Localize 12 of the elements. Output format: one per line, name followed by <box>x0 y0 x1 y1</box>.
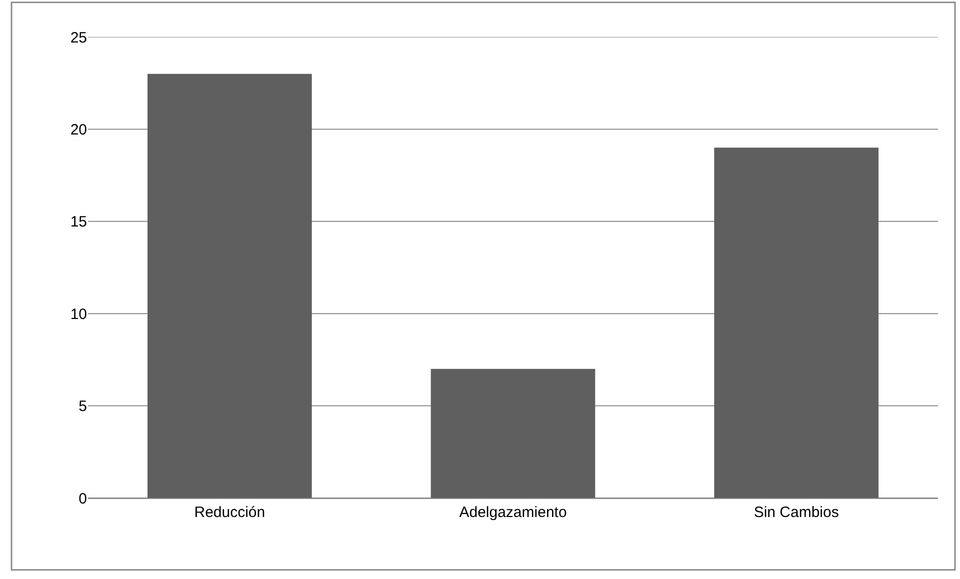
x-tick-label: Sin Cambios <box>754 504 839 521</box>
y-tick-label: 25 <box>70 29 87 46</box>
y-tick-label: 5 <box>78 398 87 416</box>
bar <box>430 368 596 498</box>
y-tick-label: 10 <box>70 306 87 323</box>
bar <box>148 74 312 498</box>
y-tick-label: 15 <box>70 214 87 231</box>
x-tick-label: Adelgazamiento <box>459 504 567 521</box>
y-tick-label: 20 <box>70 121 87 138</box>
x-tick-label: Reducción <box>194 504 266 521</box>
y-tick-label: 0 <box>78 490 87 508</box>
bar <box>714 148 878 498</box>
